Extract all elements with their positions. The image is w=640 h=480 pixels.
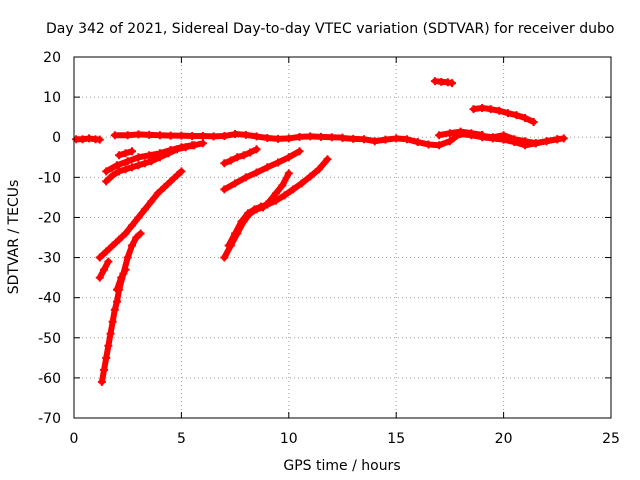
plot-area — [72, 77, 568, 386]
data-point — [295, 147, 304, 156]
y-tick-label: -60 — [38, 371, 61, 387]
y-tick-label: -70 — [38, 411, 61, 427]
series-arc-17 — [469, 103, 538, 126]
series-arc-9 — [110, 130, 347, 143]
x-tick-label: 10 — [280, 431, 298, 447]
y-tick-label: -50 — [38, 331, 61, 347]
data-point — [529, 117, 538, 126]
data-point — [136, 229, 145, 238]
x-tick-label: 0 — [70, 431, 79, 447]
data-point — [121, 265, 130, 274]
grid — [74, 57, 611, 418]
data-point-trail — [279, 170, 292, 189]
data-point — [448, 79, 457, 88]
series-arc-16 — [430, 77, 457, 88]
data-point — [188, 141, 197, 150]
data-point — [127, 147, 136, 156]
series-arc-11 — [220, 147, 304, 194]
axis-ticks: 0 5 10 15 20 25 -70 -60 -50 -40 -30 -20 -10 0 10 20 — [38, 50, 620, 447]
data-point — [553, 135, 562, 144]
y-tick-label: 20 — [43, 50, 61, 66]
series-arc-5 — [95, 167, 186, 262]
chart-title: Day 342 of 2021, Sidereal Day-to-day VTE… — [46, 21, 614, 37]
data-point — [198, 139, 207, 148]
data-point — [177, 167, 186, 176]
y-tick-label: 0 — [52, 130, 61, 146]
y-tick-label: -10 — [38, 170, 61, 186]
data-point — [284, 169, 293, 178]
y-tick-label: 10 — [43, 90, 61, 106]
series-arc-3 — [95, 257, 113, 282]
data-point — [252, 145, 261, 154]
series-arc-1 — [72, 134, 104, 144]
x-tick-label: 20 — [495, 431, 513, 447]
data-point-trail — [315, 156, 331, 173]
series-arc-13 — [224, 155, 332, 250]
data-point — [478, 130, 487, 139]
series-arc-10 — [220, 145, 261, 168]
series-arc-18 — [435, 127, 487, 140]
y-tick-label: -30 — [38, 251, 61, 267]
y-axis-label: SDTVAR / TECUs — [6, 180, 22, 295]
y-tick-label: -20 — [38, 210, 61, 226]
x-tick-label: 25 — [602, 431, 620, 447]
series-arc-7 — [102, 141, 197, 176]
plot-frame — [73, 56, 612, 419]
data-point — [104, 257, 113, 266]
y-tick-label: -40 — [38, 291, 61, 307]
data-point-trail — [285, 148, 303, 161]
data-point — [95, 135, 104, 144]
x-tick-label: 5 — [177, 431, 186, 447]
series-arc-8 — [115, 147, 136, 160]
series-arc-4 — [112, 265, 130, 294]
data-point — [323, 155, 332, 164]
x-tick-label: 15 — [387, 431, 405, 447]
x-axis-label: GPS time / hours — [283, 458, 400, 474]
